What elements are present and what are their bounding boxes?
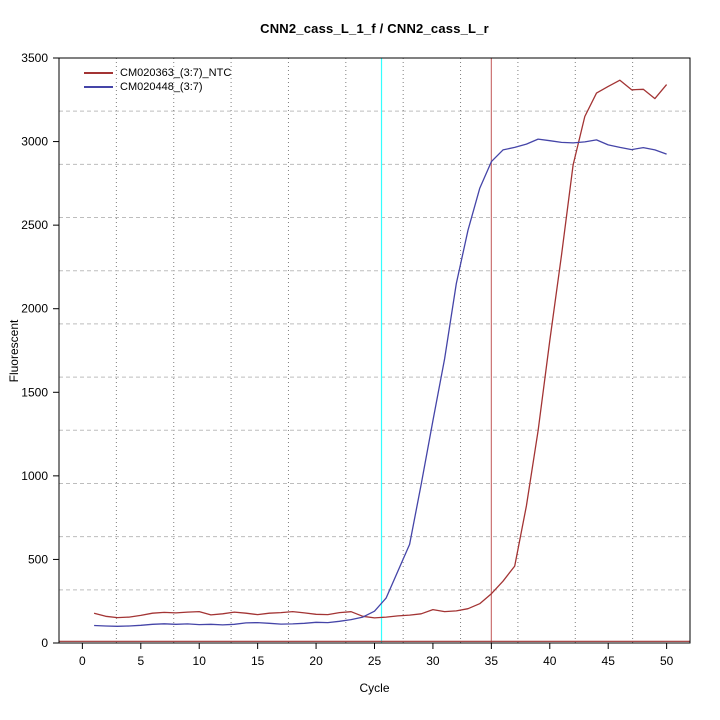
legend-item-sample: CM020448_(3:7)	[84, 80, 231, 94]
x-tick-label: 0	[79, 654, 86, 668]
y-tick-label: 2500	[21, 218, 48, 232]
y-tick-label: 1500	[21, 385, 48, 399]
legend-label-sample: CM020448_(3:7)	[120, 81, 203, 93]
legend-line-red	[84, 72, 113, 74]
x-tick-label: 5	[137, 654, 144, 668]
legend-line-blue	[84, 86, 113, 88]
x-tick-label: 30	[426, 654, 440, 668]
x-tick-label: 10	[193, 654, 207, 668]
x-tick-label: 15	[251, 654, 265, 668]
y-tick-label: 3500	[21, 51, 48, 65]
legend-label-ntc: CM020363_(3:7)_NTC	[120, 67, 232, 79]
x-tick-label: 35	[485, 654, 499, 668]
plot-border	[58, 57, 691, 644]
series-line-sample	[94, 138, 667, 627]
y-tick-label: 1000	[21, 469, 48, 483]
x-tick-label: 45	[602, 654, 616, 668]
y-axis-title: Fluorescent	[7, 319, 21, 383]
x-tick-label: 25	[368, 654, 382, 668]
y-tick-label: 2000	[21, 302, 48, 316]
x-tick-label: 20	[309, 654, 323, 668]
x-tick-label: 50	[660, 654, 674, 668]
series-line-ntc	[93, 79, 668, 619]
legend-item-ntc: CM020363_(3:7)_NTC	[84, 66, 231, 80]
x-tick-label: 40	[543, 654, 557, 668]
legend: CM020363_(3:7)_NTC CM020448_(3:7)	[84, 66, 231, 94]
x-axis-title: Cycle	[359, 681, 390, 695]
y-tick-label: 500	[28, 552, 48, 566]
y-tick-label: 3000	[21, 135, 48, 149]
y-tick-label: 0	[41, 636, 48, 650]
chart-title: CNN2_cass_L_1_f / CNN2_cass_L_r	[260, 21, 489, 36]
